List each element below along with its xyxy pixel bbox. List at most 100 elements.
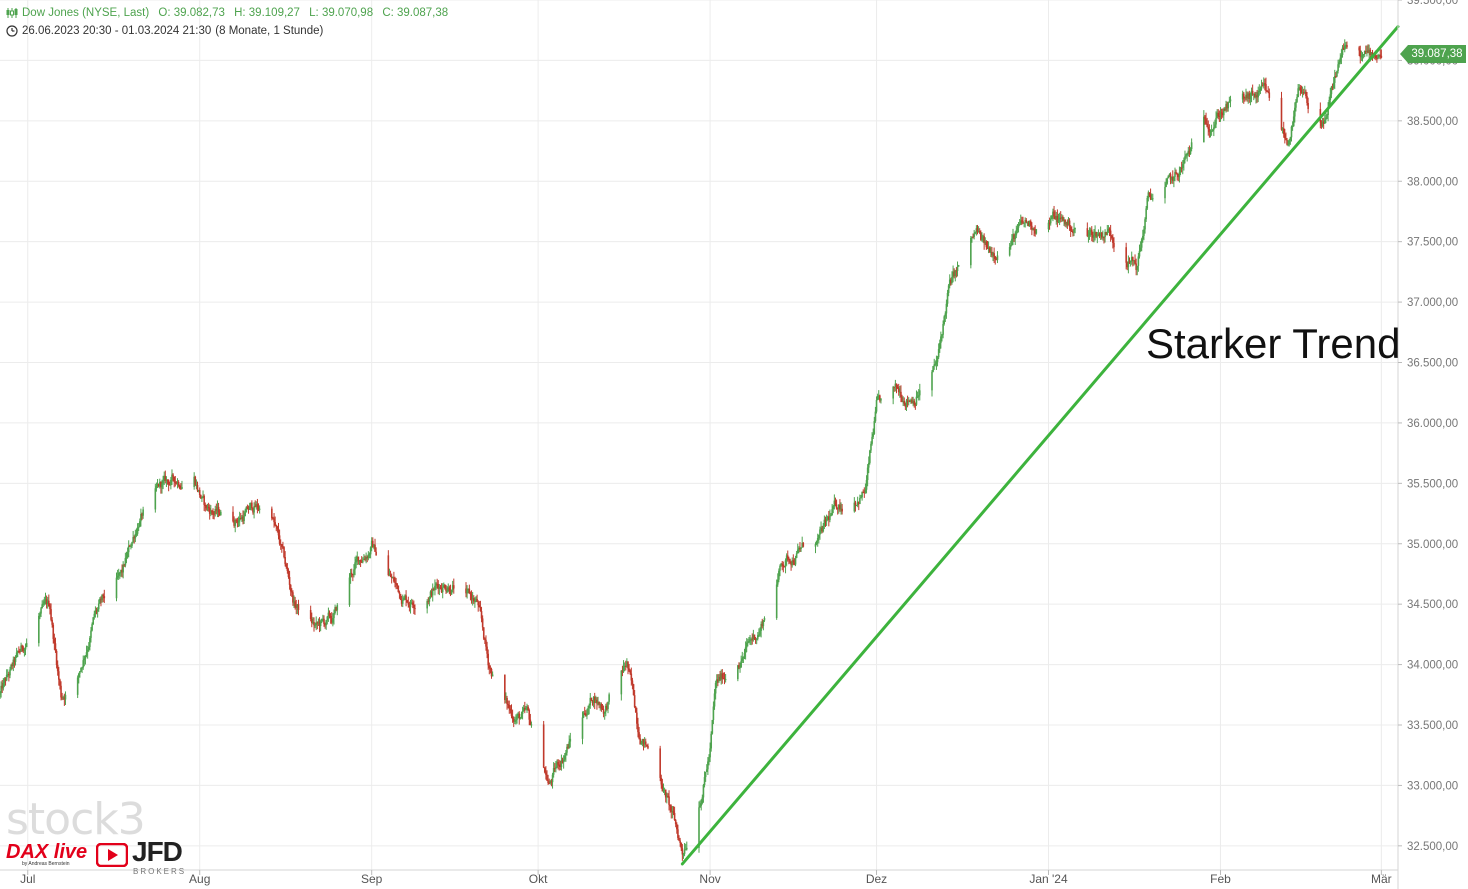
candle-body: [387, 555, 390, 576]
candle-body: [1133, 260, 1135, 262]
candle-body: [659, 748, 661, 778]
close-value: C: 39.087,38: [382, 7, 449, 19]
candle-body: [739, 667, 741, 669]
candle-body: [672, 810, 675, 813]
candle-body: [1298, 87, 1301, 89]
candle-body: [349, 572, 352, 578]
candle-body: [1360, 56, 1363, 58]
candle-body: [1017, 224, 1020, 228]
high-value: H: 39.109,27: [234, 7, 300, 19]
candle-body: [915, 396, 918, 405]
candle-body: [752, 634, 755, 640]
candle-body: [542, 724, 545, 768]
candle-body: [475, 598, 477, 602]
candle-body: [548, 783, 551, 785]
candle-body: [557, 761, 559, 765]
candle-body: [354, 562, 356, 570]
candle-body: [893, 386, 896, 388]
candle-body: [1190, 142, 1193, 149]
candle-body: [350, 572, 353, 575]
candle-body: [132, 536, 134, 543]
candle-body: [1216, 112, 1218, 118]
candle-body: [279, 543, 282, 545]
trendline[interactable]: [680, 25, 1400, 866]
candle-body: [13, 659, 16, 662]
candle-body: [335, 607, 337, 611]
candle-body: [83, 658, 86, 661]
candle-body: [976, 228, 979, 233]
candle-body: [840, 508, 842, 510]
candle-body: [1104, 231, 1106, 238]
candle-body: [157, 483, 160, 487]
candle-body: [1183, 159, 1185, 165]
candle-body: [467, 588, 470, 591]
candle-body: [520, 713, 523, 719]
candle-body: [1178, 172, 1181, 178]
candle-body: [568, 741, 570, 749]
candle-body: [178, 485, 181, 489]
candle-body: [1086, 228, 1089, 237]
candle-body: [913, 400, 916, 405]
candle-body: [193, 476, 195, 487]
candle-body: [662, 789, 665, 792]
candle-body: [855, 504, 858, 506]
candle-body: [1321, 121, 1324, 126]
candle-body: [210, 510, 212, 514]
candle-body: [1337, 64, 1339, 72]
candle-body: [1169, 174, 1172, 180]
candle-body: [1008, 247, 1011, 256]
candle-body: [296, 604, 299, 608]
candle-body: [838, 504, 840, 510]
y-tick-label: 35.000,00: [1407, 539, 1458, 551]
candle-body: [1094, 231, 1096, 236]
candle-body: [707, 761, 709, 770]
candle-body: [2, 682, 5, 689]
candle-body: [1021, 220, 1023, 222]
candle-body: [917, 395, 920, 397]
candle-body: [941, 334, 943, 337]
candle-body: [1359, 50, 1362, 58]
candle-body: [863, 492, 866, 494]
candle-body: [254, 506, 256, 508]
candle-body: [933, 364, 936, 367]
candle-body: [668, 796, 670, 805]
candle-body: [175, 482, 178, 485]
candle-body: [1147, 192, 1150, 199]
candle-body: [683, 849, 686, 854]
candle-body: [140, 513, 142, 522]
candle-body: [79, 671, 81, 674]
candle-body: [873, 420, 876, 434]
candle-body: [200, 494, 202, 499]
candle-body: [710, 733, 713, 749]
candle-body: [1300, 90, 1303, 94]
candle-body: [1297, 88, 1299, 98]
candle-body: [95, 610, 98, 612]
candle-body: [257, 507, 260, 510]
candle-body: [980, 232, 982, 240]
candle-body: [899, 391, 901, 393]
candle-body: [25, 643, 28, 648]
candle-body: [84, 655, 87, 659]
candle-body: [680, 842, 683, 849]
candle-body: [741, 658, 744, 661]
candle-body: [1134, 260, 1136, 264]
candle-body: [556, 761, 558, 767]
candle-body: [931, 371, 933, 391]
candle-body: [506, 698, 508, 705]
candle-body: [252, 508, 254, 513]
candle-body: [54, 643, 57, 651]
candle-body: [605, 705, 607, 713]
x-tick-label: Sep: [361, 872, 383, 886]
candle-body: [834, 500, 837, 505]
candle-body: [1135, 263, 1137, 270]
candle-body: [204, 504, 207, 506]
candle-body: [375, 551, 377, 556]
candle-body: [237, 521, 240, 523]
low-value: L: 39.070,98: [309, 7, 374, 19]
candle-body: [640, 743, 643, 745]
candlestick-series: [0, 39, 1383, 861]
candle-body: [1221, 113, 1224, 116]
y-tick-label: 36.000,00: [1407, 418, 1458, 430]
candle-body: [819, 529, 821, 535]
